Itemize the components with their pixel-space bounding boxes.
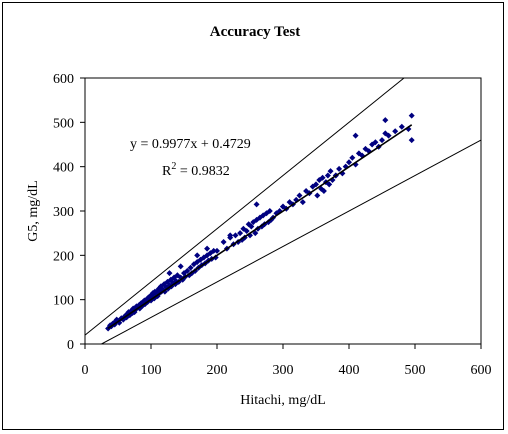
chart-frame: Accuracy Test 0 100 200 300 400 500 600 0 100 20…: [2, 2, 504, 430]
data-point: [327, 168, 334, 175]
data-point: [324, 172, 331, 179]
data-point: [319, 174, 326, 181]
data-point: [248, 223, 255, 230]
regression-line-group: [107, 124, 413, 329]
data-point: [220, 239, 227, 246]
data-point: [408, 137, 415, 144]
plot-area: [84, 77, 482, 345]
data-point: [184, 267, 191, 274]
data-point: [232, 232, 239, 239]
data-point: [280, 203, 286, 210]
x-tick-label: 400: [339, 363, 360, 378]
data-point: [299, 199, 306, 206]
data-point: [382, 117, 389, 124]
y-tick-label: 0: [67, 338, 74, 353]
data-point: [392, 128, 399, 135]
reference-line-2: [101, 139, 481, 344]
data-point: [214, 247, 220, 254]
data-point: [352, 132, 359, 139]
data-point: [346, 159, 352, 166]
x-tick-label: 0: [82, 363, 89, 378]
data-point: [237, 230, 244, 237]
data-point: [408, 112, 415, 119]
chart-title: Accuracy Test: [210, 24, 300, 40]
x-axis-ticks: 0 100 200 300 400 500 600: [82, 344, 492, 378]
x-axis-label: Hitachi, mg/dL: [240, 393, 326, 408]
data-point: [204, 245, 211, 252]
data-point: [177, 263, 184, 270]
data-point: [194, 252, 201, 259]
x-tick-label: 100: [141, 363, 162, 378]
y-tick-label: 500: [53, 116, 74, 131]
x-tick-label: 500: [405, 363, 426, 378]
x-tick-label: 300: [273, 363, 294, 378]
data-point: [314, 192, 321, 199]
x-tick-label: 200: [207, 363, 228, 378]
data-points: [105, 112, 415, 332]
y-tick-label: 100: [53, 294, 74, 309]
data-point: [320, 188, 327, 195]
data-point: [252, 230, 259, 237]
data-point: [385, 132, 392, 139]
data-point: [326, 181, 333, 188]
reference-line-1: [85, 78, 405, 336]
x-tick-label: 600: [471, 363, 492, 378]
data-point: [253, 201, 260, 208]
y-tick-label: 600: [53, 72, 74, 87]
scatter-chart: Accuracy Test 0 100 200 300 400 500 600 010020…: [26, 24, 492, 408]
data-point: [313, 181, 319, 188]
data-point: [398, 123, 405, 130]
data-point: [243, 227, 250, 234]
y-tick-label: 300: [53, 205, 74, 220]
regression-line: [107, 124, 413, 329]
r-squared-value: = 0.9832: [176, 164, 229, 179]
data-point: [166, 270, 173, 277]
y-axis-label: G5, mg/dL: [26, 180, 41, 241]
data-point: [126, 312, 133, 319]
data-point: [227, 232, 234, 239]
data-point: [187, 264, 194, 271]
regression-equation: y = 0.9977x + 0.4729: [130, 137, 251, 152]
data-point: [372, 139, 379, 146]
y-axis-ticks: 0 100 200 300 400 500 600: [53, 72, 85, 353]
data-point: [349, 154, 356, 161]
data-point: [296, 192, 303, 199]
data-point: [266, 208, 273, 214]
r-squared-superscript: 2: [171, 161, 176, 172]
r-squared-prefix: R: [162, 164, 172, 179]
data-point: [336, 165, 343, 172]
r-squared-label: R2 = 0.9832: [162, 161, 230, 179]
y-tick-label: 200: [53, 249, 74, 264]
data-point: [210, 247, 217, 254]
data-point: [379, 137, 385, 144]
y-tick-label: 400: [53, 161, 74, 176]
reference-lines: [85, 78, 481, 344]
